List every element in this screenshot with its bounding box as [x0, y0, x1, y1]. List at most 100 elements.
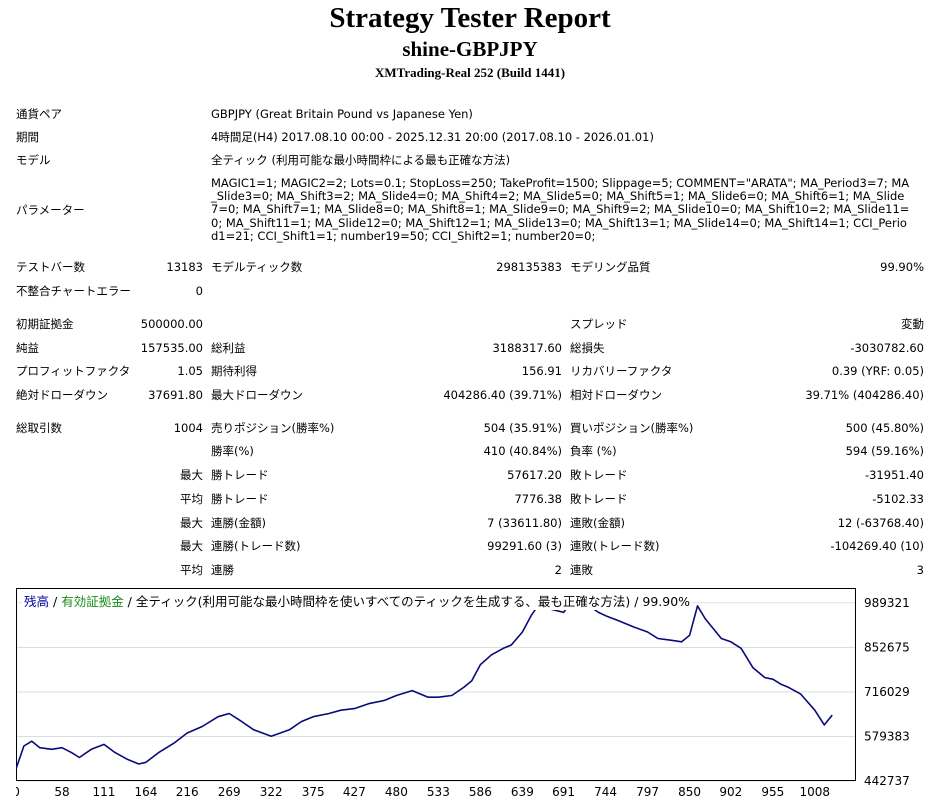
- abs-dd-label: 絶対ドローダウン: [16, 388, 108, 402]
- ticks-value: 298135383: [496, 260, 562, 274]
- x-tick-label: 216: [176, 785, 199, 798]
- x-tick-label: 691: [552, 785, 575, 798]
- max-cons-loss-value: -104269.40 (10): [830, 539, 924, 553]
- x-tick-label: 533: [427, 785, 450, 798]
- x-tick-label: 639: [511, 785, 534, 798]
- x-tick-label: 480: [385, 785, 408, 798]
- legend-rest: / 全ティック(利用可能な最小時間枠を使いすべてのティックを生成する、最も正確な…: [123, 594, 691, 609]
- bars-value: 13183: [166, 260, 203, 274]
- loss-rate-value: 594 (59.16%): [845, 444, 924, 458]
- bars-label: テストバー数: [16, 260, 85, 274]
- x-tick-label: 0: [16, 785, 20, 798]
- largest-loss-label: 敗トレード: [570, 468, 628, 482]
- long-label: 買いポジション(勝率%): [570, 421, 694, 435]
- rel-dd-value: 39.71% (404286.40): [805, 388, 924, 402]
- gross-loss-value: -3030782.60: [850, 341, 924, 355]
- mismatch-value: 0: [195, 284, 203, 298]
- legend-equity: 有効証拠金: [61, 594, 124, 609]
- x-tick-label: 427: [343, 785, 366, 798]
- x-tick-label: 375: [302, 785, 325, 798]
- x-tick-label: 797: [636, 785, 659, 798]
- short-value: 504 (35.91%): [483, 421, 562, 435]
- params-value: MAGIC1=1; MAGIC2=2; Lots=0.1; StopLoss=2…: [211, 176, 910, 243]
- chart-legend: 残高 / 有効証拠金 / 全ティック(利用可能な最小時間枠を使いすべてのティック…: [22, 591, 693, 610]
- max-cons-losses-value: 12 (-63768.40): [837, 516, 924, 530]
- gross-profit-value: 3188317.60: [492, 341, 562, 355]
- model-value: 全ティック (利用可能な最小時間枠による最も正確な方法): [211, 153, 511, 167]
- loss-rate-label: 負率 (%): [570, 444, 617, 458]
- pf-value: 1.05: [177, 364, 203, 378]
- legend-balance: 残高: [24, 594, 50, 609]
- quality-value: 99.90%: [880, 260, 924, 274]
- gross-loss-label: 総損失: [570, 341, 605, 355]
- x-tick-label: 1008: [800, 785, 831, 798]
- y-tick-label: 579383: [864, 729, 910, 743]
- avg-loss-value: -5102.33: [872, 492, 924, 506]
- avg-label: 平均: [180, 492, 203, 506]
- deposit-value: 500000.00: [140, 317, 203, 331]
- avg-win-value: 7776.38: [514, 492, 562, 506]
- max-dd-label: 最大ドローダウン: [211, 388, 303, 402]
- x-tick-label: 164: [135, 785, 158, 798]
- y-axis-labels: 989321 852675 716029 579383 442737: [864, 596, 910, 788]
- y-tick-label: 716029: [864, 685, 910, 699]
- chart-grid: [16, 602, 856, 782]
- balance-line: [16, 601, 833, 770]
- long-value: 500 (45.80%): [845, 421, 924, 435]
- period-value: 4時間足(H4) 2017.08.10 00:00 - 2025.12.31 2…: [211, 130, 654, 144]
- x-tick-label: 744: [594, 785, 617, 798]
- max-cons-wins-value: 7 (33611.80): [487, 516, 562, 530]
- x-tick-label: 322: [260, 785, 283, 798]
- max-cons-profit-value: 99291.60 (3): [487, 539, 562, 553]
- balance-chart: 989321 852675 716029 579383 442737 0 58 111 164…: [16, 588, 910, 798]
- avg-win-label: 勝トレード: [211, 492, 269, 506]
- quality-label: モデリング品質: [570, 260, 651, 274]
- x-tick-label: 586: [469, 785, 492, 798]
- y-tick-label: 989321: [864, 596, 910, 610]
- x-tick-label: 111: [93, 785, 116, 798]
- recovery-label: リカバリーファクタ: [570, 364, 673, 378]
- total-trades-value: 1004: [173, 421, 203, 435]
- x-tick-label: 902: [719, 785, 742, 798]
- max-cons-profit-label: 連勝(トレード数): [211, 539, 301, 553]
- avg-label-2: 平均: [180, 563, 203, 577]
- max-label-2: 最大: [180, 516, 203, 530]
- net-value: 157535.00: [140, 341, 203, 355]
- win-rate-label: 勝率(%): [211, 444, 254, 458]
- gross-profit-label: 総利益: [211, 341, 246, 355]
- x-tick-label: 269: [218, 785, 241, 798]
- pf-label: プロフィットファクタ: [16, 364, 131, 378]
- max-cons-wins-label: 連勝(金額): [211, 516, 266, 530]
- max-label-3: 最大: [180, 539, 203, 553]
- params-label: パラメーター: [16, 203, 85, 217]
- largest-win-label: 勝トレード: [211, 468, 269, 482]
- expected-value: 156.91: [521, 364, 562, 378]
- max-label: 最大: [180, 468, 203, 482]
- avg-cons-wins-label: 連勝: [211, 563, 234, 577]
- chart-frame: [16, 588, 856, 781]
- avg-cons-wins-value: 2: [554, 563, 562, 577]
- report-title: Strategy Tester Report: [329, 2, 611, 34]
- symbol-label: 通貨ペア: [16, 107, 62, 121]
- expected-label: 期待利得: [211, 364, 257, 378]
- x-axis-labels: 0 58 111 164 216 269 322 375 427 480 533 586 639 691 7…: [16, 785, 830, 798]
- net-label: 純益: [16, 341, 39, 355]
- legend-sep: /: [49, 594, 62, 609]
- win-rate-value: 410 (40.84%): [483, 444, 562, 458]
- symbol-value: GBPJPY (Great Britain Pound vs Japanese …: [211, 107, 473, 121]
- y-tick-label: 442737: [864, 774, 910, 788]
- expert-name: shine-GBPJPY: [402, 37, 538, 61]
- max-cons-losses-label: 連敗(金額): [570, 516, 625, 530]
- period-label: 期間: [16, 130, 39, 144]
- spread-value: 変動: [901, 317, 924, 331]
- recovery-value: 0.39 (YRF: 0.05): [831, 364, 924, 378]
- x-tick-label: 58: [54, 785, 69, 798]
- short-label: 売りポジション(勝率%): [211, 421, 335, 435]
- model-label: モデル: [16, 153, 51, 167]
- mismatch-label: 不整合チャートエラー: [16, 284, 131, 298]
- x-tick-label: 955: [761, 785, 784, 798]
- server-build: XMTrading-Real 252 (Build 1441): [374, 65, 566, 80]
- ticks-label: モデルティック数: [211, 260, 303, 274]
- avg-cons-losses-label: 連敗: [570, 563, 593, 577]
- y-tick-label: 852675: [864, 640, 910, 654]
